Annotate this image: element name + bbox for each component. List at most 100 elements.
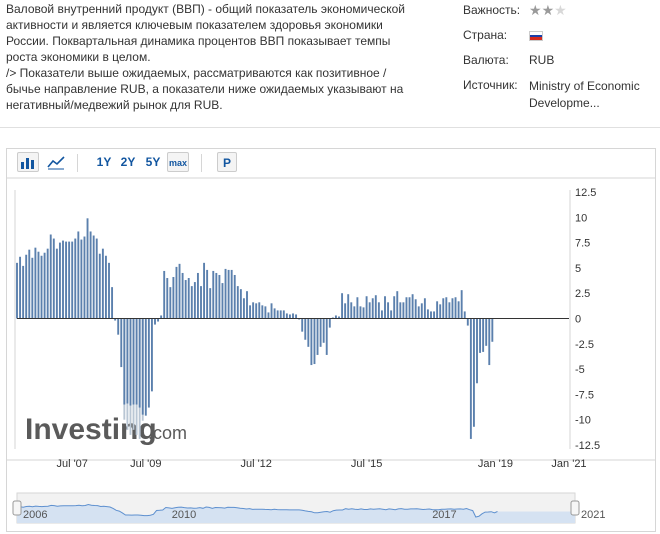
data-bar[interactable] <box>239 289 242 319</box>
data-bar[interactable] <box>246 291 248 319</box>
data-bar[interactable] <box>448 302 451 319</box>
data-bar[interactable] <box>95 238 98 319</box>
navigator-handle[interactable] <box>12 500 22 516</box>
data-bar[interactable] <box>62 240 64 319</box>
data-bar[interactable] <box>114 318 117 321</box>
data-bar[interactable] <box>313 318 316 365</box>
data-bar[interactable] <box>356 297 359 319</box>
data-bar[interactable] <box>353 306 356 319</box>
data-bar[interactable] <box>371 298 374 319</box>
data-bar[interactable] <box>485 318 488 346</box>
data-bar[interactable] <box>282 310 285 319</box>
range-1y-button[interactable]: 1Y <box>96 155 112 169</box>
data-bar[interactable] <box>215 272 218 319</box>
data-bar[interactable] <box>368 302 371 319</box>
data-bar[interactable] <box>423 298 426 319</box>
data-bar[interactable] <box>344 303 347 319</box>
data-bar[interactable] <box>138 318 141 408</box>
data-bar[interactable] <box>49 234 52 319</box>
range-2y-button[interactable]: 2Y <box>120 155 136 169</box>
data-bar[interactable] <box>193 282 196 319</box>
data-bar[interactable] <box>16 262 18 319</box>
data-bar[interactable] <box>184 280 187 319</box>
data-bar[interactable] <box>40 255 43 319</box>
range-max-button[interactable]: max <box>167 152 189 172</box>
data-bar[interactable] <box>89 231 92 319</box>
data-bar[interactable] <box>322 318 325 343</box>
data-bar[interactable] <box>476 318 478 384</box>
data-bar[interactable] <box>104 255 107 319</box>
data-bar[interactable] <box>295 314 298 319</box>
data-bar[interactable] <box>347 294 350 319</box>
data-bar[interactable] <box>209 288 212 319</box>
data-bar[interactable] <box>488 318 491 366</box>
data-bar[interactable] <box>206 269 209 319</box>
data-bar[interactable] <box>132 318 135 405</box>
data-bar[interactable] <box>387 302 390 319</box>
data-bar[interactable] <box>445 297 448 319</box>
data-bar[interactable] <box>479 318 482 353</box>
data-bar[interactable] <box>252 302 255 319</box>
data-bar[interactable] <box>430 311 432 319</box>
data-bar[interactable] <box>187 278 190 319</box>
data-bar[interactable] <box>328 318 331 328</box>
data-bar[interactable] <box>120 318 123 368</box>
data-bar[interactable] <box>267 312 270 319</box>
data-bar[interactable] <box>178 263 181 319</box>
data-bar[interactable] <box>292 313 294 319</box>
data-bar[interactable] <box>451 298 454 319</box>
data-bar[interactable] <box>472 318 475 427</box>
data-bar[interactable] <box>98 253 101 319</box>
data-bar[interactable] <box>307 318 310 347</box>
data-bar[interactable] <box>374 295 377 319</box>
data-bar[interactable] <box>249 305 252 319</box>
data-bar[interactable] <box>396 291 399 319</box>
data-bar[interactable] <box>86 218 89 319</box>
data-bar[interactable] <box>190 286 193 319</box>
data-bar[interactable] <box>417 306 420 319</box>
data-bar[interactable] <box>230 269 233 319</box>
data-bar[interactable] <box>65 241 68 319</box>
data-bar[interactable] <box>37 251 40 319</box>
data-bar[interactable] <box>52 238 55 319</box>
data-bar[interactable] <box>463 311 466 319</box>
data-bar[interactable] <box>279 310 282 319</box>
data-bar[interactable] <box>163 270 166 319</box>
data-bar[interactable] <box>135 318 138 405</box>
navigator-handle[interactable] <box>570 500 580 516</box>
data-bar[interactable] <box>270 303 273 319</box>
data-bar[interactable] <box>264 306 267 319</box>
data-bar[interactable] <box>28 249 31 319</box>
data-bar[interactable] <box>196 272 199 319</box>
data-bar[interactable] <box>34 247 37 319</box>
source-link[interactable]: Ministry of Economic Developme... <box>529 79 640 110</box>
data-bar[interactable] <box>117 318 120 335</box>
data-bar[interactable] <box>101 248 104 319</box>
data-bar[interactable] <box>181 272 184 319</box>
data-bar[interactable] <box>414 299 417 319</box>
data-bar[interactable] <box>365 296 368 319</box>
data-bar[interactable] <box>359 306 362 319</box>
data-bar[interactable] <box>304 318 307 340</box>
data-bar[interactable] <box>22 265 25 319</box>
data-bar[interactable] <box>442 298 445 319</box>
line-chart-icon[interactable] <box>45 152 67 172</box>
data-bar[interactable] <box>43 252 46 319</box>
data-bar[interactable] <box>203 262 206 319</box>
data-bar[interactable] <box>482 318 485 352</box>
data-bar[interactable] <box>338 316 340 319</box>
data-bar[interactable] <box>377 302 380 319</box>
data-bar[interactable] <box>242 298 245 319</box>
data-bar[interactable] <box>227 269 230 319</box>
data-bar[interactable] <box>157 318 160 322</box>
data-bar[interactable] <box>68 241 71 319</box>
data-bar[interactable] <box>408 297 411 319</box>
data-bar[interactable] <box>491 318 494 342</box>
data-bar[interactable] <box>288 314 291 319</box>
data-bar[interactable] <box>212 270 215 319</box>
p-button[interactable]: P <box>217 152 237 172</box>
data-bar[interactable] <box>126 318 129 404</box>
data-bar[interactable] <box>154 318 156 325</box>
data-bar[interactable] <box>319 318 322 347</box>
data-bar[interactable] <box>273 308 276 319</box>
